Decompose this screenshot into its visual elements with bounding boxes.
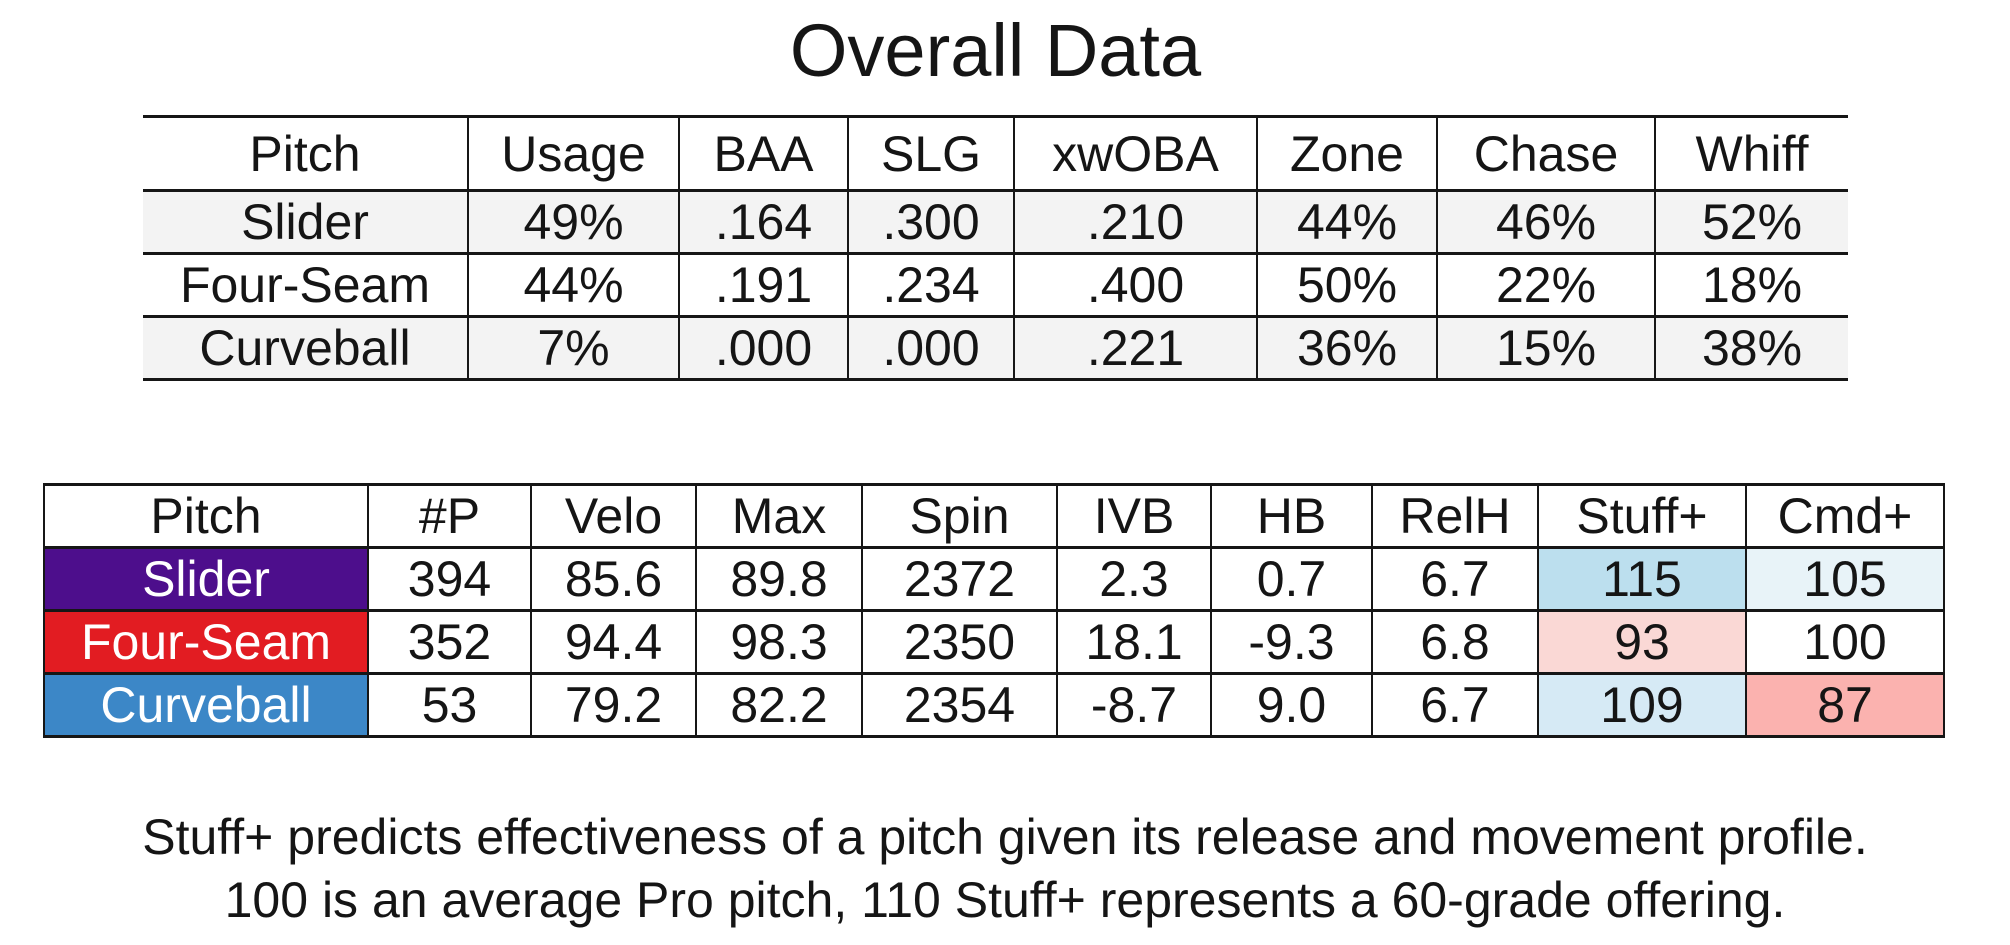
stat-cell: 46% (1436, 189, 1656, 255)
stuff-plus-cell: 115 (1537, 546, 1747, 612)
stat-cell: 82.2 (695, 672, 863, 738)
characteristics-row-slider: Slider 394 85.6 89.8 2372 2.3 0.7 6.7 11… (43, 546, 1945, 612)
col-header-slg: SLG (847, 115, 1015, 192)
stat-cell: 98.3 (695, 609, 863, 675)
stat-cell: 38% (1654, 315, 1848, 381)
stat-cell: 49% (467, 189, 680, 255)
stat-cell: 44% (1256, 189, 1438, 255)
col-header-xwoba: xwOBA (1013, 115, 1258, 192)
stat-cell: 6.8 (1371, 609, 1539, 675)
stat-cell: -9.3 (1210, 609, 1373, 675)
stat-cell: 53 (367, 672, 532, 738)
stat-cell: .400 (1013, 252, 1258, 318)
stat-cell: 52% (1654, 189, 1848, 255)
characteristics-header-row: Pitch #P Velo Max Spin IVB HB RelH Stuff… (43, 483, 1945, 549)
stat-cell: 79.2 (530, 672, 697, 738)
col-header-zone: Zone (1256, 115, 1438, 192)
stat-cell: -8.7 (1056, 672, 1212, 738)
overall-row-slider: Slider 49% .164 .300 .210 44% 46% 52% (143, 189, 1848, 255)
stat-cell: .000 (678, 315, 849, 381)
stat-cell: 6.7 (1371, 546, 1539, 612)
stat-cell: 2.3 (1056, 546, 1212, 612)
stat-cell: .210 (1013, 189, 1258, 255)
stat-cell: .164 (678, 189, 849, 255)
stat-cell: 6.7 (1371, 672, 1539, 738)
cmd-plus-cell: 100 (1745, 609, 1945, 675)
stat-cell: .221 (1013, 315, 1258, 381)
pitch-name-cell-curveball: Curveball (43, 672, 369, 738)
stat-cell: 22% (1436, 252, 1656, 318)
col-header-spin: Spin (861, 483, 1058, 549)
stat-cell: 2354 (861, 672, 1058, 738)
footnote-line-1: Stuff+ predicts effectiveness of a pitch… (142, 809, 1868, 865)
stat-cell: 352 (367, 609, 532, 675)
stat-cell: 85.6 (530, 546, 697, 612)
stat-cell: 0.7 (1210, 546, 1373, 612)
col-header-whiff: Whiff (1654, 115, 1848, 192)
stat-cell: 50% (1256, 252, 1438, 318)
pitch-characteristics-table: Pitch #P Velo Max Spin IVB HB RelH Stuff… (43, 483, 1945, 738)
col-header-velo: Velo (530, 483, 697, 549)
overall-data-table: Pitch Usage BAA SLG xwOBA Zone Chase Whi… (143, 115, 1848, 381)
col-header-usage: Usage (467, 115, 680, 192)
pitch-name-cell-slider: Slider (43, 546, 369, 612)
pitch-name-cell: Slider (143, 189, 469, 255)
pitch-name-cell: Four-Seam (143, 252, 469, 318)
stat-cell: .000 (847, 315, 1015, 381)
footnote-line-2: 100 is an average Pro pitch, 110 Stuff+ … (224, 872, 1786, 928)
col-header-relh: RelH (1371, 483, 1539, 549)
overall-header-row: Pitch Usage BAA SLG xwOBA Zone Chase Whi… (143, 115, 1848, 192)
stat-cell: 94.4 (530, 609, 697, 675)
stat-cell: 7% (467, 315, 680, 381)
col-header-pitch: Pitch (143, 115, 469, 192)
stat-cell: 18.1 (1056, 609, 1212, 675)
col-header-max: Max (695, 483, 863, 549)
stat-cell: 44% (467, 252, 680, 318)
col-header-baa: BAA (678, 115, 849, 192)
stat-cell: 394 (367, 546, 532, 612)
stat-cell: 89.8 (695, 546, 863, 612)
col-header-stuff-plus: Stuff+ (1537, 483, 1747, 549)
overall-row-curveball: Curveball 7% .000 .000 .221 36% 15% 38% (143, 315, 1848, 381)
stat-cell: .234 (847, 252, 1015, 318)
characteristics-row-curveball: Curveball 53 79.2 82.2 2354 -8.7 9.0 6.7… (43, 672, 1945, 738)
stuff-plus-cell: 93 (1537, 609, 1747, 675)
col-header-ivb: IVB (1056, 483, 1212, 549)
col-header-cmd-plus: Cmd+ (1745, 483, 1945, 549)
pitch-name-cell: Curveball (143, 315, 469, 381)
stat-cell: 9.0 (1210, 672, 1373, 738)
stat-cell: 2372 (861, 546, 1058, 612)
overall-row-four-seam: Four-Seam 44% .191 .234 .400 50% 22% 18% (143, 252, 1848, 318)
col-header-chase: Chase (1436, 115, 1656, 192)
stat-cell: .300 (847, 189, 1015, 255)
pitch-name-cell-four-seam: Four-Seam (43, 609, 369, 675)
col-header-hb: HB (1210, 483, 1373, 549)
stat-cell: 15% (1436, 315, 1656, 381)
col-header-num-pitches: #P (367, 483, 532, 549)
stat-cell: .191 (678, 252, 849, 318)
stat-cell: 36% (1256, 315, 1438, 381)
stat-cell: 2350 (861, 609, 1058, 675)
stat-cell: 18% (1654, 252, 1848, 318)
characteristics-row-four-seam: Four-Seam 352 94.4 98.3 2350 18.1 -9.3 6… (43, 609, 1945, 675)
page-title: Overall Data (789, 9, 1202, 92)
cmd-plus-cell: 105 (1745, 546, 1945, 612)
col-header-pitch: Pitch (43, 483, 369, 549)
stuff-plus-cell: 109 (1537, 672, 1747, 738)
stuff-plus-footnote: Stuff+ predicts effectiveness of a pitch… (0, 806, 2010, 932)
cmd-plus-cell: 87 (1745, 672, 1945, 738)
